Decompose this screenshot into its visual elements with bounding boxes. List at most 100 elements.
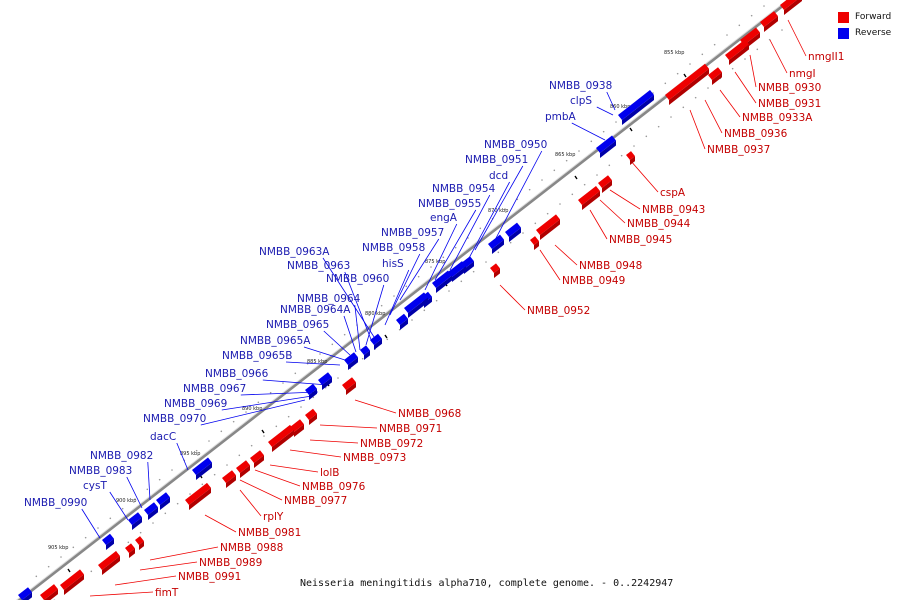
gene-label-nmbb-0936[interactable]: NMBB_0936 — [724, 128, 788, 140]
gene-label-nmbb-0943[interactable]: NMBB_0943 — [642, 204, 705, 216]
gene-label-nmbb-0964[interactable]: NMBB_0964 — [297, 293, 361, 305]
reverse-gene-arrow[interactable] — [488, 234, 504, 249]
gene-label-nmbb-0967[interactable]: NMBB_0967 — [183, 383, 246, 395]
gene-label-nmbb-0991[interactable]: NMBB_0991 — [178, 571, 241, 583]
gene-label-nmbb-0965[interactable]: NMBB_0965 — [266, 319, 329, 331]
forward-gene-arrow[interactable] — [98, 550, 120, 570]
forward-gene-arrow[interactable] — [268, 424, 294, 447]
gene-label-nmbb-0990[interactable]: NMBB_0990 — [24, 497, 87, 509]
reverse-gene-arrow[interactable] — [596, 135, 616, 153]
gene-label-nmbb-0976[interactable]: NMBB_0976 — [302, 481, 366, 493]
gene-label-nmbb-0970[interactable]: NMBB_0970 — [143, 413, 206, 425]
reverse-gene-arrow[interactable] — [505, 222, 521, 237]
gene-label-nmbb-0968[interactable]: NMBB_0968 — [398, 408, 461, 420]
gene-label-nmbb-0989[interactable]: NMBB_0989 — [199, 557, 262, 569]
reverse-gene-arrow[interactable] — [318, 372, 332, 385]
gene-label-nmbb-0963[interactable]: NMBB_0963 — [287, 260, 350, 272]
reverse-gene-arrow[interactable] — [432, 270, 452, 288]
reverse-gene-arrow[interactable] — [144, 502, 158, 515]
reverse-gene-arrow[interactable] — [156, 492, 170, 505]
leader-line — [571, 122, 606, 141]
gene-label-nmbb-0937[interactable]: NMBB_0937 — [707, 144, 770, 156]
forward-gene-arrow[interactable] — [578, 185, 600, 205]
forward-gene-arrow[interactable] — [305, 408, 317, 420]
forward-gene-arrow[interactable] — [222, 470, 236, 483]
reverse-gene-arrow[interactable] — [18, 587, 32, 600]
gene-label-nmbb-0931[interactable]: NMBB_0931 — [758, 98, 821, 110]
reverse-gene-arrow[interactable] — [360, 345, 370, 355]
gene-label-nmbb-0954[interactable]: NMBB_0954 — [432, 183, 496, 195]
forward-gene-arrow[interactable] — [135, 536, 144, 545]
forward-gene-arrow[interactable] — [250, 450, 264, 463]
forward-gene-arrow[interactable] — [725, 39, 749, 60]
gene-label-nmbb-0982[interactable]: NMBB_0982 — [90, 450, 153, 462]
forward-gene-arrow[interactable] — [665, 63, 709, 100]
gene-label-nmbb-0958[interactable]: NMBB_0958 — [362, 242, 425, 254]
forward-gene-arrow[interactable] — [708, 67, 722, 80]
gene-label-nmbb-0963a[interactable]: NMBB_0963A — [259, 246, 330, 258]
gene-label-dcd[interactable]: dcd — [489, 170, 508, 182]
gene-label-nmbb-0955[interactable]: NMBB_0955 — [418, 198, 481, 210]
gene-label-nmbb-0977[interactable]: NMBB_0977 — [284, 495, 347, 507]
gene-label-enga[interactable]: engA — [430, 212, 458, 224]
gene-label-nmbb-0930[interactable]: NMBB_0930 — [758, 82, 821, 94]
gene-label-nmgi[interactable]: nmgI — [789, 68, 816, 80]
reverse-gene-arrow[interactable] — [192, 457, 212, 475]
gene-label-dacc[interactable]: dacC — [150, 431, 176, 443]
forward-gene-arrow[interactable] — [125, 543, 135, 553]
forward-gene-arrow[interactable] — [760, 11, 778, 27]
gene-label-nmbb-0933a[interactable]: NMBB_0933A — [742, 112, 813, 124]
reverse-gene-arrow[interactable] — [102, 533, 114, 545]
gene-label-rply[interactable]: rplY — [263, 511, 284, 523]
forward-gene-arrow[interactable] — [236, 460, 250, 473]
forward-gene-arrow[interactable] — [40, 584, 58, 600]
forward-gene-arrow[interactable] — [780, 0, 802, 10]
forward-gene-arrow[interactable] — [626, 151, 635, 160]
forward-gene-arrow[interactable] — [598, 175, 612, 188]
reverse-gene-arrow[interactable] — [404, 292, 428, 313]
gene-label-nmbb-0949[interactable]: NMBB_0949 — [562, 275, 625, 287]
gene-label-cspa[interactable]: cspA — [660, 187, 686, 199]
forward-gene-arrow[interactable] — [530, 236, 539, 245]
forward-gene-arrow[interactable] — [290, 419, 304, 432]
reverse-gene-arrow[interactable] — [128, 512, 142, 525]
gene-label-nmbb-0972[interactable]: NMBB_0972 — [360, 438, 423, 450]
forward-gene-arrow[interactable] — [60, 569, 84, 590]
gene-label-nmbb-0952[interactable]: NMBB_0952 — [527, 305, 590, 317]
forward-gene-arrow[interactable] — [536, 214, 560, 235]
gene-label-nmbb-0965a[interactable]: NMBB_0965A — [240, 335, 311, 347]
gene-label-pmba[interactable]: pmbA — [545, 111, 577, 123]
gene-label-nmbb-0948[interactable]: NMBB_0948 — [579, 260, 642, 272]
reverse-gene-arrow[interactable] — [448, 261, 466, 277]
gene-label-nmgii1[interactable]: nmgII1 — [808, 51, 844, 63]
gene-label-nmbb-0960[interactable]: NMBB_0960 — [326, 273, 389, 285]
gene-label-lolb[interactable]: lolB — [320, 467, 339, 479]
gene-label-nmbb-0971[interactable]: NMBB_0971 — [379, 423, 442, 435]
gene-label-nmbb-0951[interactable]: NMBB_0951 — [465, 154, 528, 166]
gene-label-nmbb-0965b[interactable]: NMBB_0965B — [222, 350, 293, 362]
gene-label-nmbb-0983[interactable]: NMBB_0983 — [69, 465, 132, 477]
gene-label-nmbb-0981[interactable]: NMBB_0981 — [238, 527, 301, 539]
gene-label-nmbb-0950[interactable]: NMBB_0950 — [484, 139, 547, 151]
forward-gene-arrow[interactable] — [490, 263, 500, 273]
gene-label-cyst[interactable]: cysT — [83, 480, 107, 492]
gene-label-nmbb-0973[interactable]: NMBB_0973 — [343, 452, 406, 464]
reverse-gene-arrow[interactable] — [396, 313, 408, 325]
reverse-gene-arrow[interactable] — [305, 383, 317, 395]
forward-gene-arrow[interactable] — [342, 377, 356, 390]
reverse-gene-arrow[interactable] — [618, 90, 654, 120]
gene-label-hiss[interactable]: hisS — [382, 258, 404, 270]
gene-label-nmbb-0964a[interactable]: NMBB_0964A — [280, 304, 351, 316]
gene-label-nmbb-0966[interactable]: NMBB_0966 — [205, 368, 269, 380]
gene-label-nmbb-0944[interactable]: NMBB_0944 — [627, 218, 691, 230]
forward-gene-arrow[interactable] — [185, 482, 211, 505]
gene-label-fimt[interactable]: fimT — [155, 587, 179, 599]
gene-label-nmbb-0938[interactable]: NMBB_0938 — [549, 80, 612, 92]
gene-label-nmbb-0945[interactable]: NMBB_0945 — [609, 234, 672, 246]
gene-label-nmbb-0957[interactable]: NMBB_0957 — [381, 227, 444, 239]
gene-label-clps[interactable]: clpS — [570, 95, 592, 107]
gene-label-nmbb-0969[interactable]: NMBB_0969 — [164, 398, 227, 410]
gene-label-nmbb-0988[interactable]: NMBB_0988 — [220, 542, 283, 554]
reverse-gene-arrow[interactable] — [344, 352, 358, 365]
reverse-gene-arrow[interactable] — [370, 333, 382, 345]
